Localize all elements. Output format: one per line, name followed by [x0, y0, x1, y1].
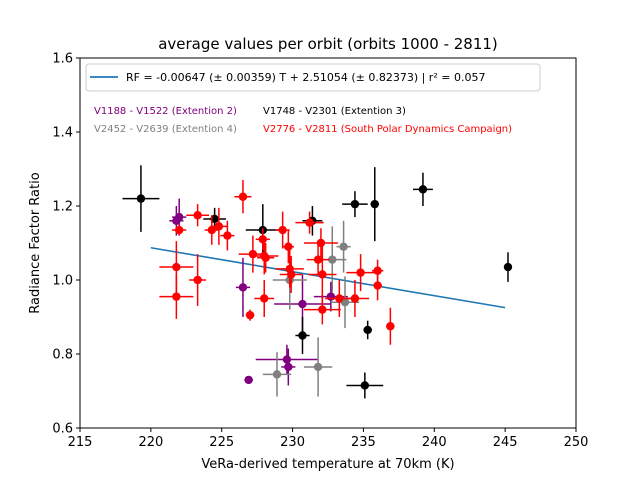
legend: RF = -0.00647 (± 0.00359) T + 2.51054 (±…	[85, 63, 541, 92]
x-tick-label: 240	[422, 435, 447, 450]
x-tick-label: 250	[564, 435, 589, 450]
data-point	[238, 283, 248, 292]
data-point	[284, 242, 293, 251]
data-point	[238, 192, 248, 201]
data-point	[418, 185, 428, 194]
series-0	[169, 198, 348, 386]
ticks-layer: 215 220 225 230 235 240 245 250 0.6 0.8 1.0 1.2 1.4 1…	[52, 52, 588, 451]
data-point	[360, 381, 370, 390]
data-point	[313, 362, 323, 372]
data-point	[318, 305, 327, 314]
y-tick-label: 0.8	[52, 348, 73, 363]
y-tick-label: 1.2	[52, 200, 73, 215]
data-point	[286, 270, 296, 279]
plot-frame	[79, 57, 577, 429]
x-tick-label: 225	[209, 435, 234, 450]
data-point	[328, 255, 337, 264]
data-point	[282, 355, 292, 364]
data-point	[245, 310, 255, 320]
chart-title: average values per orbit (orbits 1000 - …	[158, 35, 498, 53]
series-1	[122, 165, 513, 399]
data-point	[214, 222, 224, 231]
data-point	[258, 235, 268, 244]
data-point	[175, 225, 184, 235]
legend-entry: RF = -0.00647 (± 0.00359) T + 2.51054 (±…	[126, 71, 485, 84]
group-label-south-polar: V2776 - V2811 (South Polar Dynamics Camp…	[263, 124, 512, 135]
data-point	[326, 292, 336, 301]
data-point	[305, 218, 314, 227]
y-tick-label: 0.6	[52, 422, 73, 437]
legend-box	[85, 63, 541, 92]
group-label-extention-4: V2452 - V2639 (Extention 4)	[94, 124, 237, 135]
data-point	[193, 275, 202, 285]
data-point	[260, 294, 269, 303]
data-point	[172, 292, 181, 301]
data-point	[278, 225, 287, 235]
x-tick-label: 235	[351, 435, 376, 450]
series-2	[262, 220, 360, 397]
y-axis-label: Radiance Factor Ratio	[28, 172, 43, 313]
data-point	[175, 212, 184, 222]
y-tick-label: 1.0	[52, 274, 73, 289]
data-point	[298, 331, 307, 340]
data-point	[223, 231, 232, 240]
data-point	[261, 253, 270, 262]
fit-line	[150, 246, 506, 309]
data-point	[386, 322, 395, 331]
data-point	[284, 362, 293, 372]
data-point	[316, 238, 326, 248]
data-point	[248, 249, 258, 259]
group-label-extention-2: V1188 - V1522 (Extention 2)	[94, 106, 237, 117]
data-point	[350, 294, 360, 303]
data-point	[350, 199, 360, 209]
data-point	[335, 294, 344, 303]
data-point	[193, 211, 202, 220]
data-point	[136, 194, 146, 203]
x-tick-label: 215	[68, 435, 93, 450]
x-tick-label: 230	[280, 435, 305, 450]
x-tick-label: 245	[493, 435, 518, 450]
data-point	[356, 268, 365, 277]
data-point	[172, 262, 181, 272]
series-3	[159, 180, 395, 345]
x-tick-label: 220	[138, 435, 163, 450]
data-point	[363, 325, 372, 335]
data-point	[272, 370, 282, 379]
data-point	[207, 225, 216, 235]
data-point	[503, 262, 513, 272]
y-tick-label: 1.4	[52, 126, 73, 141]
data-point	[244, 375, 253, 385]
marks-layer	[122, 165, 513, 399]
data-point	[370, 199, 379, 209]
data-point	[318, 270, 327, 279]
y-tick-label: 1.6	[52, 52, 73, 67]
data-point	[373, 281, 382, 290]
group-label-extention-3: V1748 - V2301 (Extention 3)	[263, 106, 406, 117]
data-point	[339, 242, 348, 251]
data-point	[298, 299, 307, 309]
x-axis-label: VeRa-derived temperature at 70km (K)	[201, 457, 454, 472]
